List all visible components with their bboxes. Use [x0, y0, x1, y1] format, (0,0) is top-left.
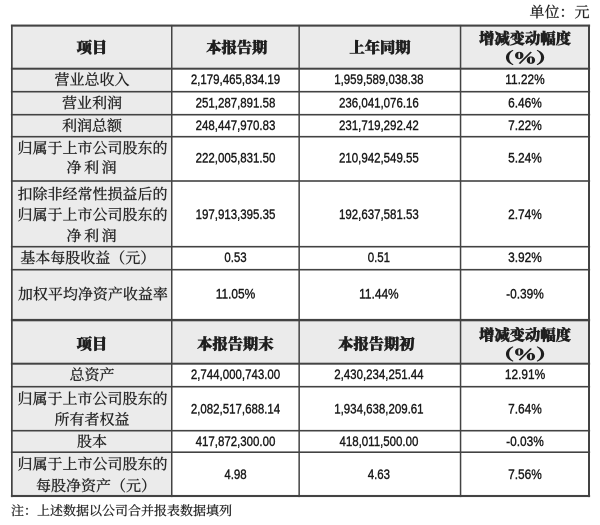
- svg-text:7.64%: 7.64%: [508, 401, 542, 417]
- svg-text:4.63: 4.63: [368, 466, 390, 482]
- svg-text:4.98: 4.98: [224, 466, 246, 482]
- svg-text:2,430,234,251.44: 2,430,234,251.44: [334, 366, 423, 382]
- svg-text:5.24%: 5.24%: [508, 150, 542, 166]
- svg-text:251,287,891.58: 251,287,891.58: [196, 94, 276, 110]
- svg-text:-0.03%: -0.03%: [506, 433, 544, 449]
- svg-text:2.74%: 2.74%: [508, 206, 542, 222]
- svg-text:0.53: 0.53: [224, 249, 246, 265]
- svg-text:12.91%: 12.91%: [505, 366, 546, 382]
- svg-text:3.92%: 3.92%: [508, 249, 542, 265]
- svg-text:0.51: 0.51: [368, 249, 390, 265]
- svg-text:2,744,000,743.00: 2,744,000,743.00: [191, 366, 280, 382]
- svg-text:11.44%: 11.44%: [359, 286, 399, 302]
- svg-text:11.05%: 11.05%: [216, 286, 256, 302]
- svg-text:6.46%: 6.46%: [508, 94, 542, 110]
- svg-text:222,005,831.50: 222,005,831.50: [196, 149, 276, 165]
- svg-text:210,942,549.55: 210,942,549.55: [339, 149, 419, 165]
- svg-text:1,934,638,209.61: 1,934,638,209.61: [334, 400, 423, 416]
- svg-text:197,913,395.35: 197,913,395.35: [196, 206, 276, 222]
- svg-text:192,637,581.53: 192,637,581.53: [339, 206, 419, 222]
- svg-text:7.56%: 7.56%: [508, 466, 542, 482]
- svg-text:-0.39%: -0.39%: [506, 286, 544, 302]
- svg-text:417,872,300.00: 417,872,300.00: [196, 433, 276, 449]
- svg-text:1,959,589,038.38: 1,959,589,038.38: [334, 71, 423, 87]
- svg-text:2,179,465,834.19: 2,179,465,834.19: [191, 71, 280, 87]
- svg-text:7.22%: 7.22%: [508, 117, 542, 133]
- svg-text:248,447,970.83: 248,447,970.83: [196, 117, 276, 133]
- svg-text:2,082,517,688.14: 2,082,517,688.14: [191, 400, 280, 416]
- svg-text:418,011,500.00: 418,011,500.00: [339, 433, 418, 449]
- svg-text:11.22%: 11.22%: [505, 71, 545, 87]
- svg-text:231,719,292.42: 231,719,292.42: [339, 117, 419, 133]
- svg-text:236,041,076.16: 236,041,076.16: [339, 94, 419, 110]
